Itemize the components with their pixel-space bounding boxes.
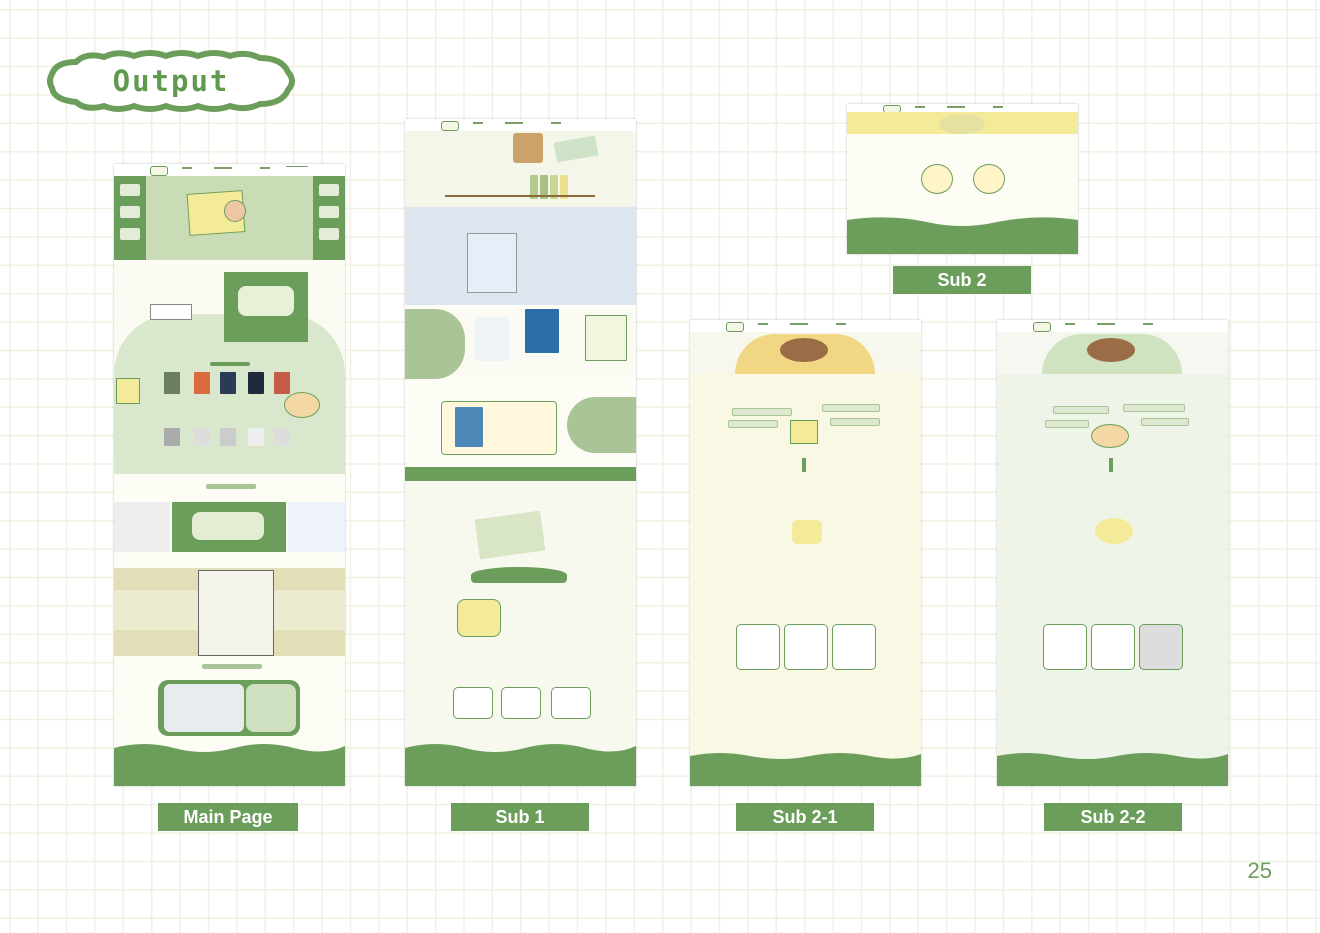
logo-icon [1033,322,1051,332]
sub2-1-mockup [690,320,921,786]
output-title: Output [112,64,230,98]
page-number: 25 [1247,858,1272,883]
footer-wave [690,753,921,786]
logo-icon [150,166,168,176]
label-sub1: Sub 1 [451,803,589,831]
label-sub2-1: Sub 2-1 [736,803,874,831]
cloud-shape [47,50,295,112]
output-title-cloud: Output [46,48,296,114]
footer-wave [847,217,1078,254]
footer-wave [997,753,1228,786]
label-sub2-2: Sub 2-2 [1044,803,1182,831]
label-main-page: Main Page [158,803,298,831]
sub1-mockup [405,119,636,786]
mockup-nav [997,320,1228,333]
footer-wave [405,744,636,786]
sub2-2-mockup [997,320,1228,786]
sub2-mockup [847,104,1078,254]
main-page-mockup [114,164,345,786]
logo-icon [726,322,744,332]
logo-icon [441,121,459,131]
footer-wave [114,744,345,786]
label-sub2: Sub 2 [893,266,1031,294]
